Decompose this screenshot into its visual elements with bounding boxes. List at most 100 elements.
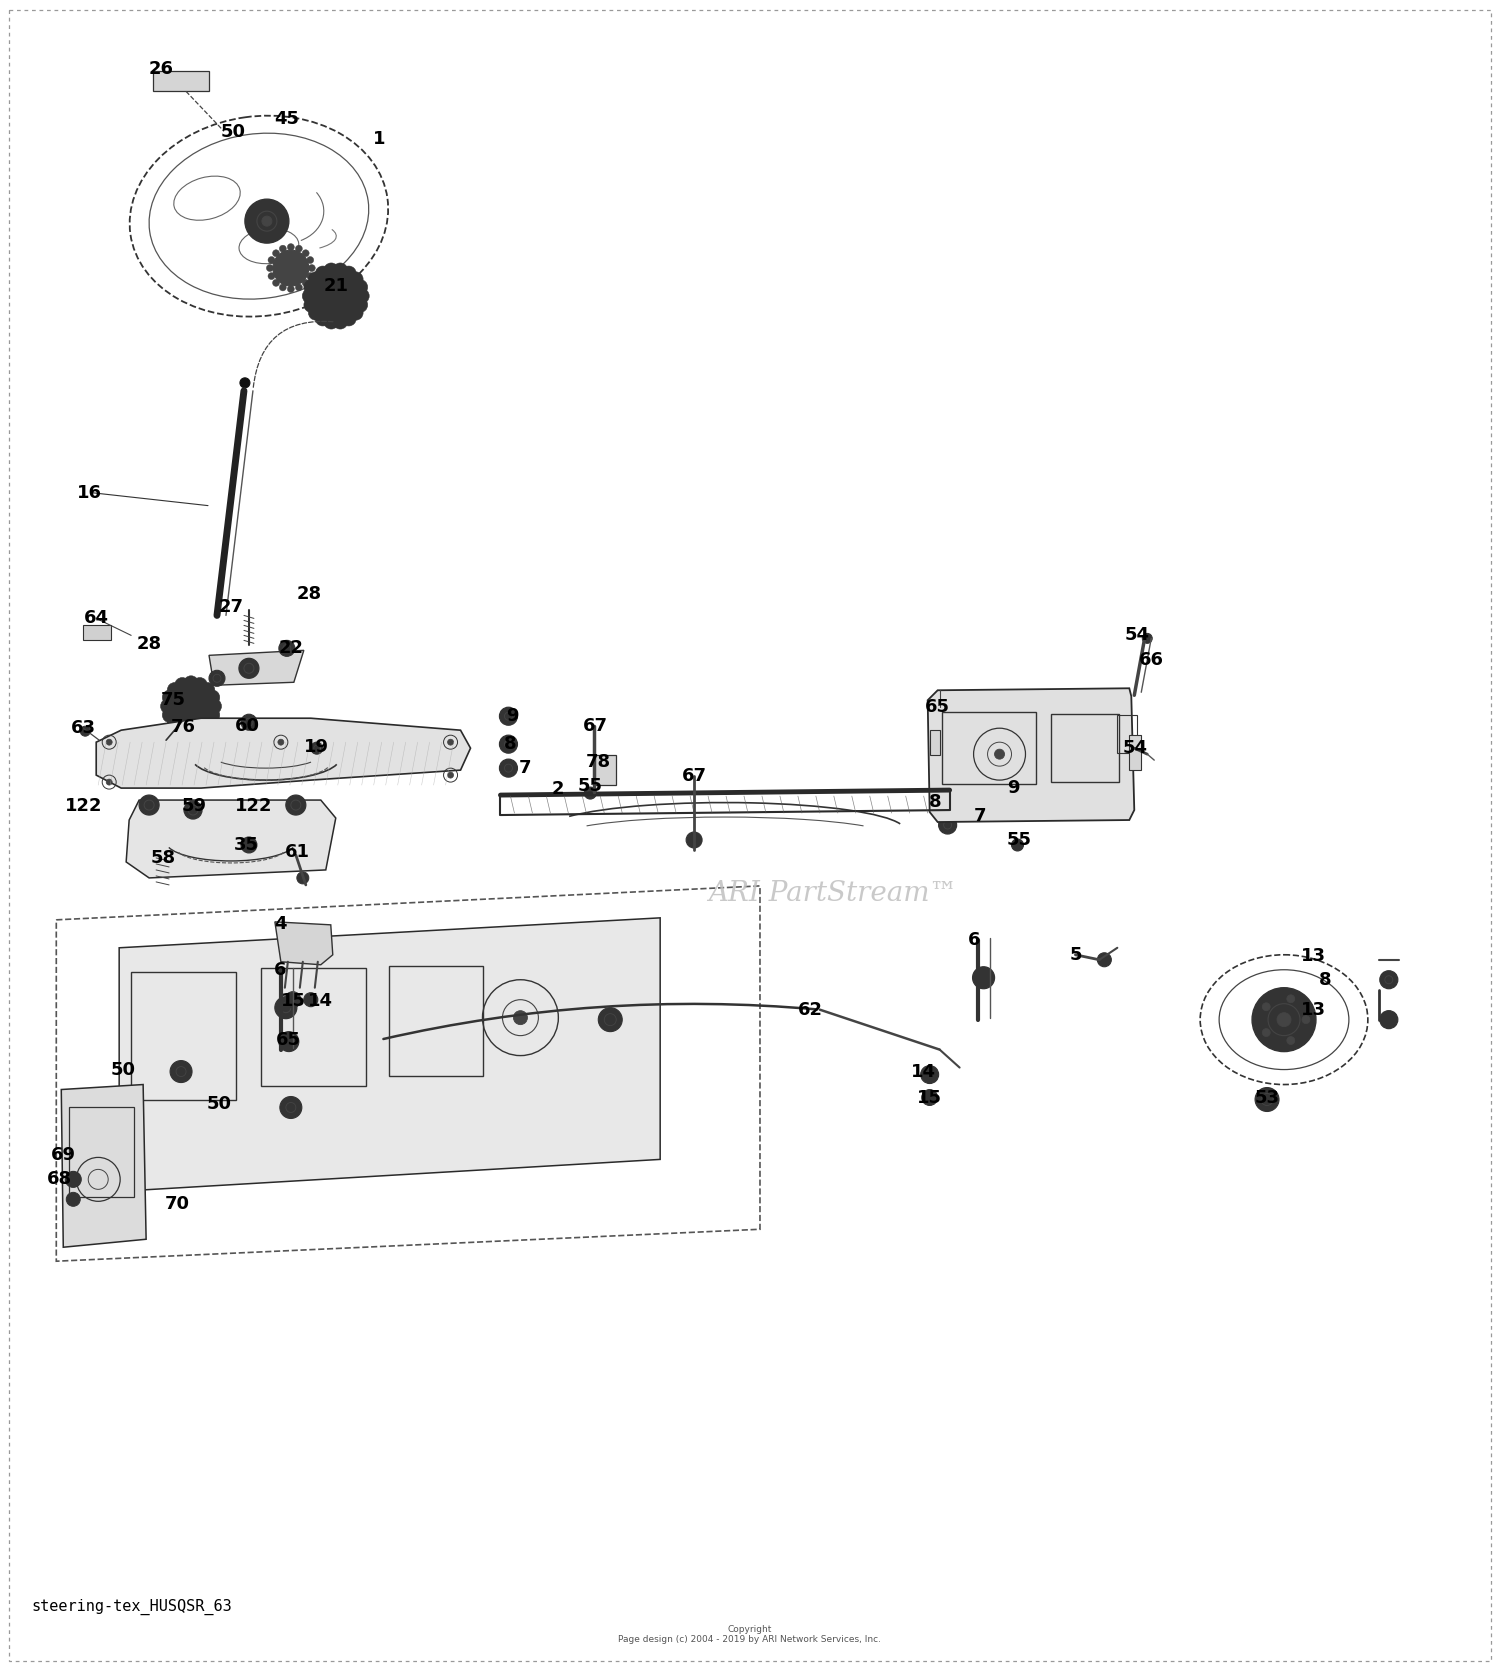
Circle shape xyxy=(447,772,453,779)
Circle shape xyxy=(1380,1011,1398,1029)
Circle shape xyxy=(168,682,183,697)
Circle shape xyxy=(1380,971,1398,989)
Polygon shape xyxy=(209,650,304,685)
Circle shape xyxy=(279,640,296,657)
Circle shape xyxy=(304,297,320,312)
Bar xyxy=(930,730,939,755)
Circle shape xyxy=(66,1171,81,1188)
Text: 1: 1 xyxy=(372,130,386,149)
Text: 70: 70 xyxy=(165,1195,189,1213)
Text: 58: 58 xyxy=(150,849,176,867)
Text: 60: 60 xyxy=(234,717,260,735)
Circle shape xyxy=(206,707,219,722)
Text: 21: 21 xyxy=(324,277,348,296)
Text: 15: 15 xyxy=(282,991,306,1009)
Text: 54: 54 xyxy=(1124,739,1148,757)
Bar xyxy=(82,625,111,640)
Circle shape xyxy=(1098,952,1112,968)
Text: 65: 65 xyxy=(276,1031,302,1049)
Text: 64: 64 xyxy=(84,610,108,627)
Polygon shape xyxy=(62,1084,146,1247)
Text: 65: 65 xyxy=(926,698,950,717)
Polygon shape xyxy=(927,688,1134,822)
Circle shape xyxy=(273,249,279,257)
Text: 76: 76 xyxy=(171,719,195,737)
Text: Copyright
Page design (c) 2004 - 2019 by ARI Network Services, Inc.: Copyright Page design (c) 2004 - 2019 by… xyxy=(618,1626,882,1644)
Circle shape xyxy=(267,264,273,272)
Text: 66: 66 xyxy=(1138,652,1164,670)
Circle shape xyxy=(286,795,306,815)
Text: 6: 6 xyxy=(273,961,286,979)
Circle shape xyxy=(500,735,517,754)
Text: 45: 45 xyxy=(274,110,300,129)
Text: 8: 8 xyxy=(504,735,518,754)
Circle shape xyxy=(939,800,957,819)
Circle shape xyxy=(162,690,177,705)
Circle shape xyxy=(598,1008,622,1031)
Polygon shape xyxy=(274,922,333,964)
Text: ARI PartStream™: ARI PartStream™ xyxy=(708,881,957,907)
Text: 22: 22 xyxy=(279,640,303,657)
Text: 8: 8 xyxy=(930,794,942,810)
Bar xyxy=(130,973,236,1100)
Text: 62: 62 xyxy=(798,1001,822,1019)
Text: 78: 78 xyxy=(585,754,610,770)
Circle shape xyxy=(288,244,294,251)
Circle shape xyxy=(309,264,315,272)
Circle shape xyxy=(268,257,274,264)
Circle shape xyxy=(585,787,597,799)
Polygon shape xyxy=(153,72,209,92)
Circle shape xyxy=(302,279,309,286)
Polygon shape xyxy=(118,917,660,1191)
Circle shape xyxy=(302,249,309,257)
Text: 122: 122 xyxy=(64,797,102,815)
Text: 4: 4 xyxy=(274,914,286,932)
Circle shape xyxy=(921,1066,939,1083)
Text: 75: 75 xyxy=(160,692,186,709)
Circle shape xyxy=(310,742,322,754)
Bar xyxy=(261,968,366,1086)
Circle shape xyxy=(288,286,294,292)
Circle shape xyxy=(348,306,363,321)
Text: 55: 55 xyxy=(578,777,603,795)
Circle shape xyxy=(280,1096,302,1118)
Polygon shape xyxy=(126,800,336,877)
Text: 19: 19 xyxy=(304,739,330,757)
Circle shape xyxy=(200,682,214,697)
Circle shape xyxy=(285,991,302,1008)
Circle shape xyxy=(315,266,330,281)
Circle shape xyxy=(939,815,957,834)
Circle shape xyxy=(200,715,214,730)
Circle shape xyxy=(1011,839,1023,851)
Text: 53: 53 xyxy=(1254,1088,1280,1106)
Text: 59: 59 xyxy=(182,797,207,815)
Circle shape xyxy=(315,311,330,326)
Text: 28: 28 xyxy=(136,635,162,653)
Circle shape xyxy=(333,314,348,329)
Circle shape xyxy=(352,279,368,294)
Circle shape xyxy=(242,714,256,730)
Text: 26: 26 xyxy=(148,60,174,79)
Circle shape xyxy=(1302,1016,1310,1024)
Circle shape xyxy=(921,1089,938,1106)
Circle shape xyxy=(686,832,702,847)
Circle shape xyxy=(297,872,309,884)
Bar xyxy=(1052,714,1119,782)
Circle shape xyxy=(66,1193,80,1206)
Text: 55: 55 xyxy=(1007,830,1032,849)
Circle shape xyxy=(342,311,355,326)
Text: 67: 67 xyxy=(584,717,608,735)
Circle shape xyxy=(184,800,202,819)
Circle shape xyxy=(160,698,176,714)
Circle shape xyxy=(273,251,309,286)
Circle shape xyxy=(176,720,189,735)
Circle shape xyxy=(309,306,324,321)
Circle shape xyxy=(939,780,957,799)
Circle shape xyxy=(306,257,314,264)
Circle shape xyxy=(324,314,339,329)
Circle shape xyxy=(240,378,250,388)
Circle shape xyxy=(1287,1036,1294,1044)
Circle shape xyxy=(192,720,207,735)
Circle shape xyxy=(209,670,225,687)
Text: 9: 9 xyxy=(506,707,519,725)
